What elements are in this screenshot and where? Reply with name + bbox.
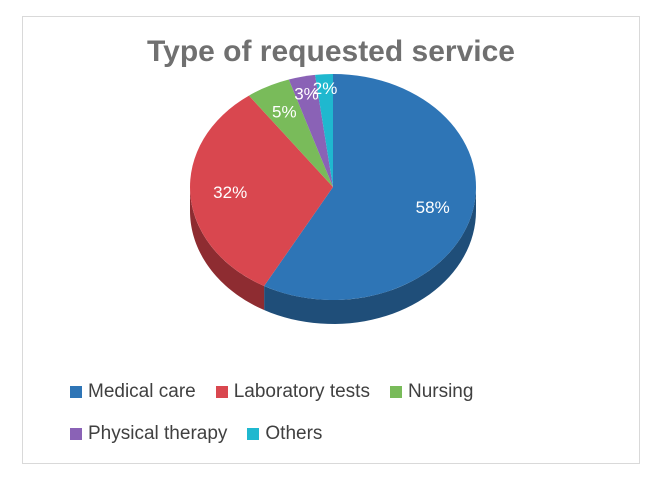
pie-slice-nursing [248, 79, 333, 187]
legend-label-others: Others [265, 423, 323, 444]
pie-slice-laboratory-tests [190, 95, 333, 287]
data-label-nursing: 5% [272, 103, 297, 122]
data-label-laboratory-tests: 32% [213, 183, 247, 202]
chart-title: Type of requested service [147, 35, 515, 68]
legend-label-medical-care: Medical care [88, 381, 196, 402]
legend-label-laboratory-tests: Laboratory tests [233, 381, 370, 402]
legend-label-physical-therapy: Physical therapy [88, 423, 228, 444]
legend: Medical care Laboratory tests Nursing Ph… [70, 377, 610, 461]
legend-item-others: Others [247, 423, 322, 445]
legend-swatch-laboratory-tests [215, 386, 228, 398]
legend-label-nursing: Nursing [407, 381, 474, 402]
chart-area: Type of requested service 58% 32% 5% 3% 2% M… [22, 16, 640, 464]
pie-top [190, 74, 477, 300]
pie-slice-others [315, 74, 333, 187]
legend-item-medical-care: Medical care [70, 381, 196, 403]
legend-item-laboratory-tests: Laboratory tests [215, 381, 370, 403]
legend-swatch-others [247, 428, 260, 440]
legend-row-1: Medical care Laboratory tests Nursing [70, 377, 610, 407]
legend-swatch-physical-therapy [70, 428, 82, 440]
data-label-physical-therapy: 3% [294, 84, 319, 103]
legend-item-nursing: Nursing [389, 381, 474, 403]
pie-slice-physical-therapy [288, 74, 333, 187]
pie-side-medical-care [264, 187, 476, 324]
legend-swatch-nursing [389, 386, 402, 398]
pie-side-laboratory-tests [190, 187, 265, 311]
pie-sides [190, 187, 476, 324]
legend-item-physical-therapy: Physical therapy [70, 423, 227, 445]
data-label-medical-care: 58% [416, 198, 450, 217]
pie-chart: 58% 32% 5%3%2% [190, 74, 477, 324]
pie-slice-medical-care [264, 74, 477, 300]
legend-row-2: Physical therapy Others [70, 419, 610, 449]
pie-labels: 58% 32% 5%3%2% [213, 79, 450, 217]
data-label-others: 2% [313, 79, 338, 98]
legend-swatch-medical-care [70, 386, 82, 398]
